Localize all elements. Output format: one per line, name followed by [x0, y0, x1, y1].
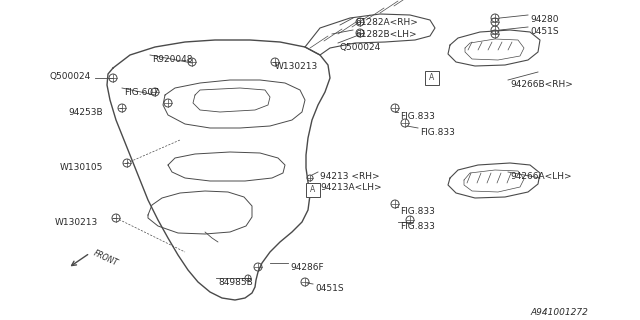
Text: W130105: W130105	[60, 163, 104, 172]
Text: Q500024: Q500024	[50, 72, 92, 81]
Text: R920048: R920048	[152, 55, 193, 64]
Text: W130213: W130213	[55, 218, 99, 227]
Text: A: A	[429, 74, 435, 83]
Text: 94280: 94280	[530, 15, 559, 24]
Text: 94266A<LH>: 94266A<LH>	[510, 172, 572, 181]
Text: 61282A<RH>: 61282A<RH>	[355, 18, 418, 27]
Text: FIG.833: FIG.833	[420, 128, 455, 137]
Text: 94266B<RH>: 94266B<RH>	[510, 80, 573, 89]
Text: FIG.833: FIG.833	[400, 222, 435, 231]
Text: FIG.833: FIG.833	[400, 207, 435, 216]
FancyBboxPatch shape	[306, 183, 320, 197]
Text: 94286F: 94286F	[290, 263, 324, 272]
Text: 0451S: 0451S	[530, 27, 559, 36]
Text: A: A	[310, 186, 316, 195]
Text: 94253B: 94253B	[68, 108, 102, 117]
Text: FIG.607: FIG.607	[124, 88, 159, 97]
Text: 84985B: 84985B	[218, 278, 253, 287]
Text: A941001272: A941001272	[530, 308, 588, 317]
FancyBboxPatch shape	[425, 71, 439, 85]
Text: 0451S: 0451S	[315, 284, 344, 293]
Text: FRONT: FRONT	[92, 248, 120, 268]
Text: 94213A<LH>: 94213A<LH>	[320, 183, 381, 192]
Text: W130213: W130213	[275, 62, 318, 71]
Text: FIG.833: FIG.833	[400, 112, 435, 121]
Text: Q500024: Q500024	[340, 43, 381, 52]
Text: 61282B<LH>: 61282B<LH>	[355, 30, 417, 39]
Text: 94213 <RH>: 94213 <RH>	[320, 172, 380, 181]
